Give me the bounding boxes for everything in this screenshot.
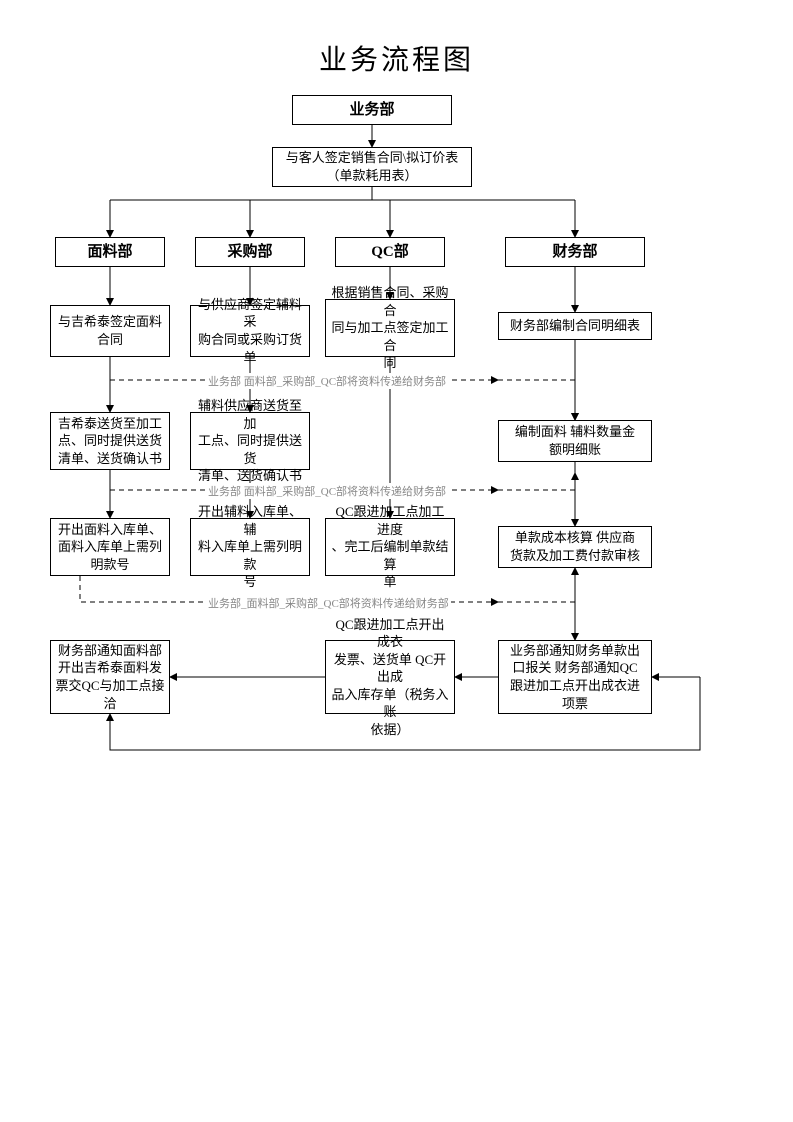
node-dept-c: QC部: [335, 237, 445, 267]
node-contract: 与客人签定销售合同\拟订价表（单款耗用表）: [272, 147, 472, 187]
node-b1: 与供应商签定辅料采购合同或采购订货单: [190, 305, 310, 357]
node-a1: 与吉希泰签定面料合同: [50, 305, 170, 357]
dash-label-1: 业务部 面料部_采购部_QC部将资料传递给财务部: [206, 483, 448, 499]
node-dept-b: 采购部: [195, 237, 305, 267]
edge-dashed: [498, 380, 575, 420]
flowchart-page: 业务流程图 业务部与客人签定销售合同\拟订价表（单款耗用表）面料部采购部QC部财…: [0, 0, 793, 1122]
node-d4: 业务部通知财务单款出口报关 财务部通知QC跟进加工点开出成衣进项票: [498, 640, 652, 714]
node-b2: 辅料供应商送货至加工点、同时提供送货清单、送货确认书: [190, 412, 310, 470]
dash-label-2: 业务部_面料部_采购部_QC部将资料传递给财务部: [206, 595, 451, 611]
node-d1: 财务部编制合同明细表: [498, 312, 652, 340]
node-c1: 根据销售合同、采购合同与加工点签定加工合同: [325, 299, 455, 357]
node-c3: QC跟进加工点加工进度、完工后编制单款结算单: [325, 518, 455, 576]
node-a4: 财务部通知面料部开出吉希泰面料发票交QC与加工点接洽: [50, 640, 170, 714]
page-title: 业务流程图: [0, 38, 793, 78]
node-b3: 开出辅料入库单、辅料入库单上需列明款号: [190, 518, 310, 576]
node-dept-a: 面料部: [55, 237, 165, 267]
node-a3: 开出面料入库单、面料入库单上需列明款号: [50, 518, 170, 576]
edge-dashed: [498, 568, 575, 602]
node-a2: 吉希泰送货至加工点、同时提供送货清单、送货确认书: [50, 412, 170, 470]
edge-dashed: [498, 473, 575, 490]
node-d2: 编制面料 辅料数量金额明细账: [498, 420, 652, 462]
node-dept-d: 财务部: [505, 237, 645, 267]
node-biz: 业务部: [292, 95, 452, 125]
dash-label-0: 业务部 面料部_采购部_QC部将资料传递给财务部: [206, 373, 448, 389]
node-d3: 单款成本核算 供应商货款及加工费付款审核: [498, 526, 652, 568]
node-c4: QC跟进加工点开出成衣发票、送货单 QC开出成品入库存单（税务入账依据）: [325, 640, 455, 714]
